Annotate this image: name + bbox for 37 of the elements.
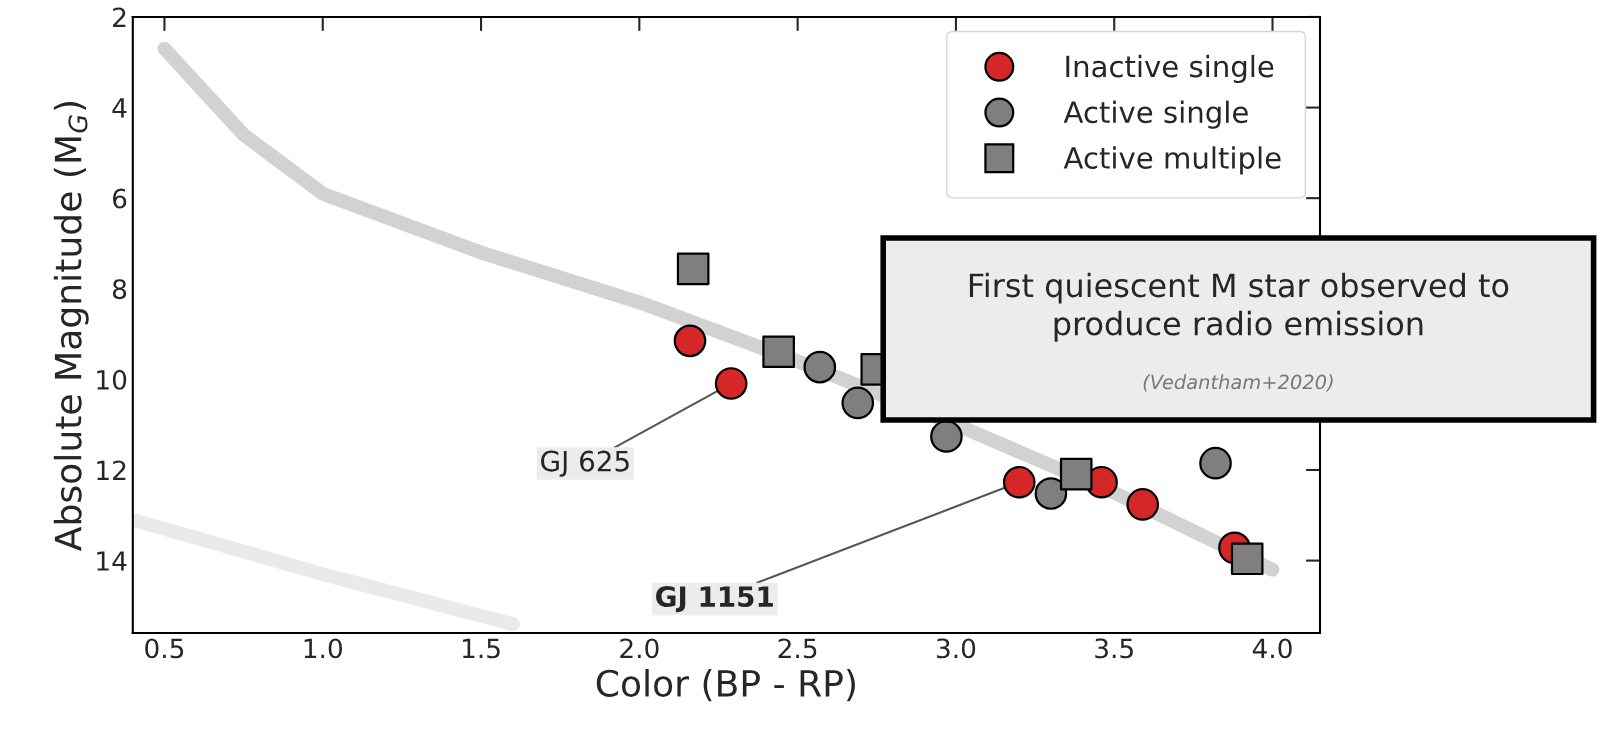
legend-label: Active multiple — [1063, 146, 1281, 175]
x-tick-label: 0.5 — [145, 638, 184, 659]
point — [714, 367, 748, 400]
point — [1059, 457, 1093, 491]
y-tick-label: 2 — [113, 7, 126, 27]
point — [1002, 465, 1036, 499]
point — [673, 324, 707, 358]
x-tick-label: 3.0 — [936, 638, 976, 659]
annotation: First quiescent M star observed to produce radio emission — [969, 272, 1509, 342]
point — [762, 335, 795, 369]
y-tick-label: 10 — [97, 369, 127, 390]
x-tick-label: 2.5 — [778, 638, 817, 659]
y-axis-title: Absolute Magnitude (M$_{G}$) — [53, 102, 89, 551]
point — [803, 350, 837, 384]
x-tick-label: 4.0 — [1252, 638, 1292, 659]
point — [1034, 477, 1068, 510]
y-tick-label: 4 — [112, 98, 127, 118]
x-tick-label: 1.0 — [304, 638, 342, 659]
y-tick-label: 6 — [112, 188, 127, 209]
y-tick-label: 14 — [97, 551, 127, 571]
point — [676, 252, 710, 286]
legend-label: Active single — [1063, 100, 1248, 129]
legend-label: Inactive single — [1066, 54, 1274, 84]
x-tick-label: 1.5 — [462, 638, 500, 659]
annotation: GJ 1151 — [656, 586, 773, 613]
annotation: (Vedantham+2020) — [1143, 374, 1333, 392]
point — [1126, 488, 1160, 521]
annotation: GJ 625 — [541, 450, 629, 477]
point — [930, 420, 963, 453]
x-axis-title: Color (BP - RP) — [596, 669, 855, 702]
point — [1230, 542, 1264, 576]
point — [1199, 446, 1232, 480]
x-tick-label: 2.0 — [620, 638, 659, 659]
x-tick-label: 3.5 — [1095, 638, 1133, 659]
y-tick-label: 12 — [97, 460, 126, 481]
y-tick-label: 8 — [112, 279, 127, 300]
point — [841, 386, 875, 420]
